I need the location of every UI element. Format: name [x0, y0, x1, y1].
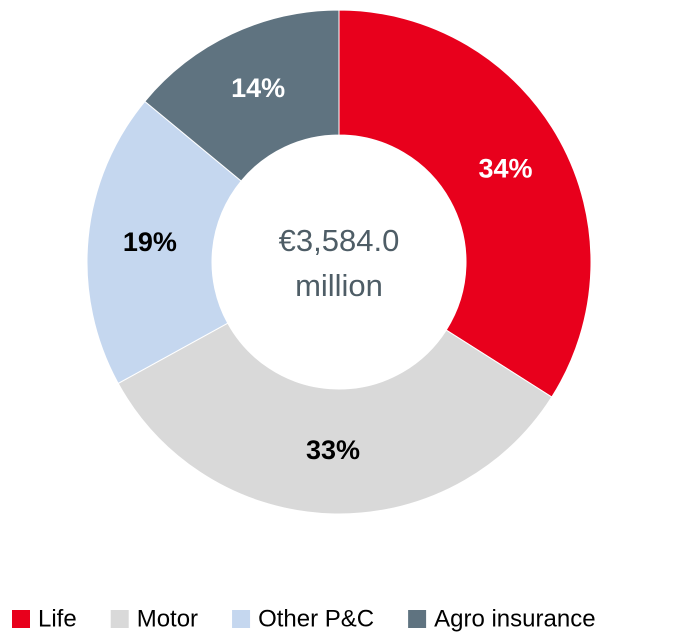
legend-label: Other P&C: [258, 605, 374, 632]
legend-swatch: [232, 610, 251, 628]
legend-swatch: [12, 610, 30, 628]
donut-segment: [144, 9, 340, 182]
donut-segment: [86, 100, 242, 385]
donut-segment: [117, 322, 553, 515]
donut-segment: [338, 9, 592, 398]
legend-swatch: [110, 610, 129, 628]
legend-label: Life: [38, 605, 77, 632]
data-label: 19%: [123, 227, 177, 257]
center-value: €3,584.0: [279, 223, 400, 258]
legend-label: Agro insurance: [434, 605, 595, 632]
center-unit: million: [295, 268, 383, 303]
data-label: 34%: [478, 154, 532, 184]
data-label: 33%: [306, 435, 360, 465]
legend-label: Motor: [137, 605, 198, 632]
legend-swatch: [408, 610, 427, 628]
data-label: 14%: [231, 73, 285, 103]
